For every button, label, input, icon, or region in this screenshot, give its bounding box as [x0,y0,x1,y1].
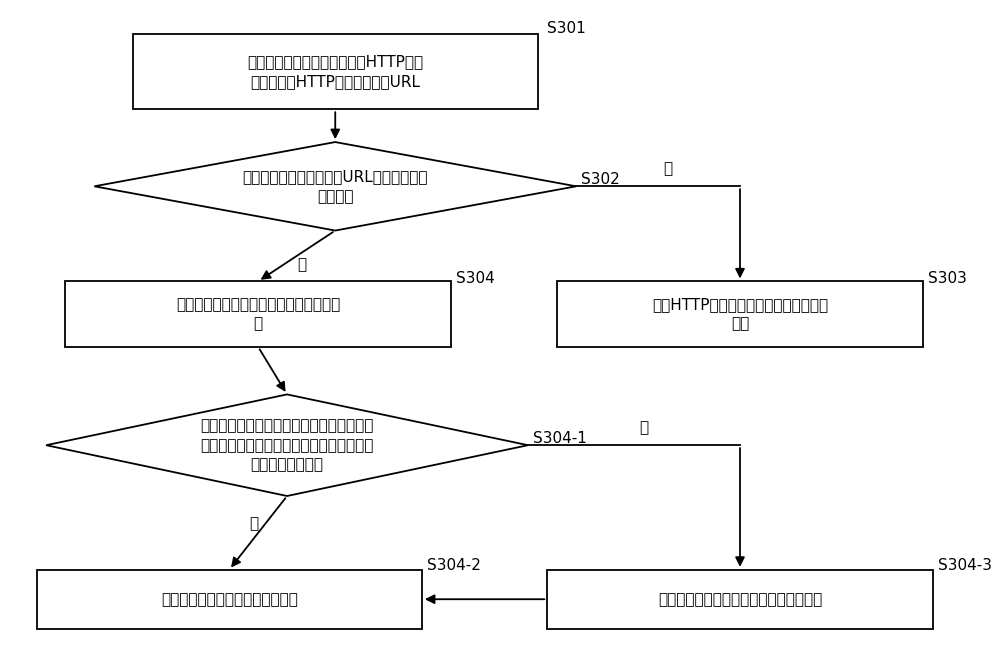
Text: S304-3: S304-3 [938,558,992,572]
Text: 基于HTTP协议的标准缓存机制进行相应
处理: 基于HTTP协议的标准缓存机制进行相应 处理 [652,297,828,332]
Text: 是: 是 [297,256,306,272]
Polygon shape [46,395,528,496]
FancyBboxPatch shape [37,570,422,629]
Text: 否: 否 [639,420,648,436]
Text: 代理服务器接收客户端发来的HTTP请求
报文，所述HTTP请求报文携带URL: 代理服务器接收客户端发来的HTTP请求 报文，所述HTTP请求报文携带URL [247,54,423,89]
Text: S301: S301 [547,22,586,36]
Polygon shape [94,142,576,231]
FancyBboxPatch shape [547,570,933,629]
Text: S304: S304 [456,270,494,286]
Text: S304-2: S304-2 [427,558,481,572]
FancyBboxPatch shape [65,282,451,347]
Text: S303: S303 [928,270,967,286]
Text: 将所述缓存报文的内容返回给所述客户端: 将所述缓存报文的内容返回给所述客户端 [658,592,822,607]
Text: 基于预先设置的本地缓存参数进行相应处
理: 基于预先设置的本地缓存参数进行相应处 理 [176,297,340,332]
Text: 获取已命中的缓存报文，并基于预先设置的
本地代理缓存参数判断已命中的所述缓存报
文的内容是否过期: 获取已命中的缓存报文，并基于预先设置的 本地代理缓存参数判断已命中的所述缓存报 … [200,418,374,473]
FancyBboxPatch shape [557,282,923,347]
FancyBboxPatch shape [133,34,538,109]
Text: 所述代理服务器根据所述URL判断本地缓存
是否命中: 所述代理服务器根据所述URL判断本地缓存 是否命中 [243,169,428,204]
Text: 否: 否 [663,161,672,176]
Text: 向源服务器发送过期回源校验指令: 向源服务器发送过期回源校验指令 [161,592,298,607]
Text: S304-1: S304-1 [533,431,587,446]
Text: S302: S302 [581,173,620,187]
Text: 是: 是 [249,516,258,531]
